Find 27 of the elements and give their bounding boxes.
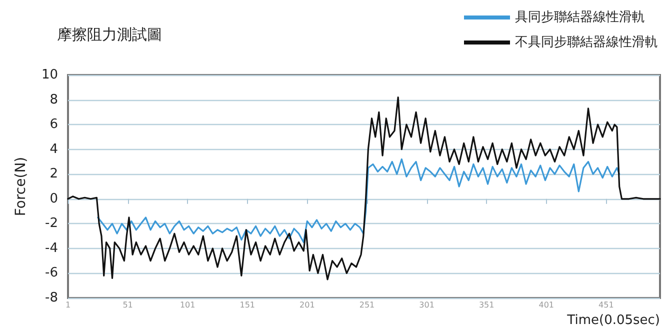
y-tick-label: 8 [50, 92, 58, 108]
y-tick-label: -6 [45, 266, 58, 281]
y-tick-label: -2 [45, 216, 58, 232]
x-tick-label: 351 [478, 300, 494, 310]
y-tick-label: -4 [45, 240, 58, 256]
y-tick-label: 2 [50, 166, 58, 182]
legend-label: 不具同步聯結器線性滑軌 [515, 35, 658, 50]
x-axis-title: Time(0.05sec) [566, 313, 660, 328]
x-tick-label: 201 [300, 300, 315, 310]
line-series [97, 158, 620, 244]
y-axis-title: Force(N) [13, 156, 29, 216]
x-tick-label: 151 [240, 300, 256, 310]
y-tick-label: 6 [50, 117, 58, 132]
x-tick-label: 451 [598, 300, 614, 310]
legend-label: 具同步聯結器線性滑軌 [515, 10, 645, 25]
line-series [67, 96, 661, 280]
x-tick-label: 301 [419, 300, 434, 310]
x-tick-label: 251 [359, 300, 375, 310]
x-tick-label: 401 [538, 300, 554, 310]
y-tick-label: 0 [50, 191, 58, 206]
y-tick-label: 10 [41, 68, 58, 82]
chart-title: 摩擦阻力測試圖 [57, 26, 162, 44]
x-tick-label: 101 [180, 300, 196, 310]
y-tick-label: 4 [50, 142, 58, 157]
x-tick-label: 51 [122, 300, 133, 310]
y-tick-label: -8 [45, 290, 58, 306]
x-tick-label: 1 [65, 300, 71, 310]
